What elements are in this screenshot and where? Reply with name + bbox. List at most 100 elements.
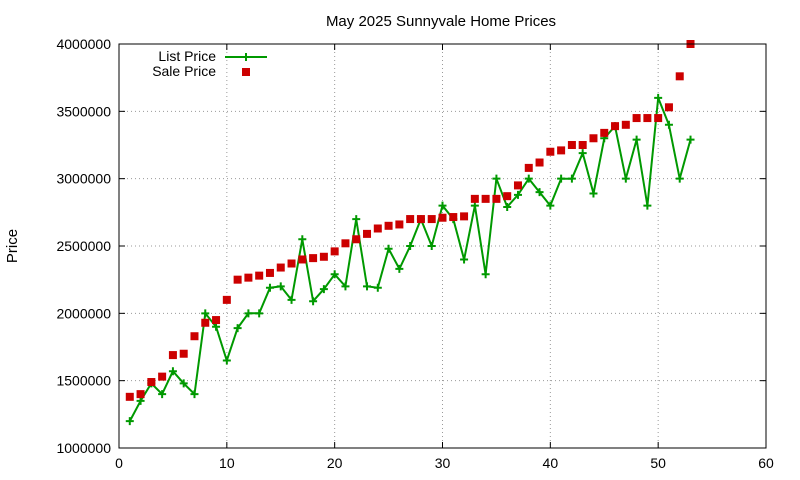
series-layer	[125, 40, 695, 426]
sale-price-point	[535, 158, 544, 167]
sale-price-point	[427, 215, 436, 224]
list-price-point	[190, 390, 199, 399]
sale-price-point	[373, 224, 382, 233]
sale-price-point	[600, 128, 609, 137]
sale-price-point	[611, 122, 620, 131]
list-price-point	[168, 367, 177, 376]
list-price-point	[298, 235, 307, 244]
list-price-point	[470, 201, 479, 210]
list-price-point	[406, 242, 415, 250]
list-price-point	[384, 244, 393, 253]
sale-price-point	[524, 163, 533, 172]
x-tick-label: 30	[435, 455, 451, 471]
list-price-point	[546, 201, 555, 210]
list-price-point	[363, 282, 372, 291]
list-price-point	[643, 201, 652, 210]
sale-price-point	[503, 192, 512, 201]
list-price-point	[578, 149, 587, 158]
y-tick-label: 1000000	[56, 440, 111, 456]
list-price-point	[438, 201, 447, 210]
list-price-point	[373, 283, 382, 292]
sale-price-point	[643, 114, 652, 123]
y-tick-label: 1500000	[56, 373, 111, 389]
sale-price-point	[664, 103, 673, 112]
list-price-point	[686, 135, 695, 144]
sale-price-point	[675, 72, 684, 81]
list-price-point	[319, 285, 328, 294]
sale-price-point	[460, 212, 469, 221]
sale-price-point	[158, 372, 167, 381]
legend-label-sale-price: Sale Price	[152, 63, 216, 79]
sale-price-point	[621, 120, 630, 129]
sale-price-point	[201, 318, 210, 327]
sale-price-point	[276, 263, 285, 272]
ticks-layer: 0 10 20 30 40 50 60 1000000 1500000 2000000 250000…	[56, 36, 774, 471]
list-price-point	[664, 120, 673, 129]
sale-price-point	[168, 351, 177, 360]
list-price-point	[255, 309, 264, 318]
sale-price-point	[438, 213, 447, 222]
list-price-point	[535, 188, 544, 197]
list-price-point	[632, 135, 641, 144]
x-tick-label: 60	[758, 455, 774, 471]
sale-price-point	[384, 221, 393, 230]
sale-price-point	[449, 213, 458, 222]
sale-price-point	[546, 147, 555, 156]
chart-title: May 2025 Sunnyvale Home Prices	[326, 13, 556, 30]
legend-marker-sale-price	[242, 68, 250, 76]
list-price-point	[265, 283, 274, 292]
list-price-point	[675, 174, 684, 183]
list-price-line	[128, 97, 692, 422]
list-price-point	[222, 356, 231, 365]
y-tick-label: 2000000	[56, 305, 111, 321]
list-price-point	[287, 295, 296, 304]
list-price-point	[136, 396, 145, 405]
list-price-point	[460, 255, 469, 264]
sale-price-point	[244, 273, 253, 282]
list-price-point	[125, 417, 134, 426]
sale-price-point	[513, 181, 522, 190]
sale-price-point	[578, 141, 587, 149]
y-tick-label: 3500000	[56, 103, 111, 119]
sale-price-point	[179, 349, 188, 358]
sale-price-point	[287, 259, 296, 268]
y-axis-label: Price	[4, 229, 21, 263]
x-tick-label: 0	[115, 455, 123, 471]
x-tick-label: 50	[650, 455, 666, 471]
list-price-point	[179, 379, 188, 388]
list-price-point	[513, 190, 522, 199]
sale-price-point	[363, 229, 372, 238]
sale-price-point	[557, 146, 566, 155]
list-price-point	[276, 282, 285, 291]
sale-price-point	[309, 254, 318, 263]
list-price-point	[201, 309, 210, 318]
sale-price-point	[212, 316, 221, 325]
list-price-point	[244, 309, 253, 318]
grid-layer	[119, 44, 766, 448]
list-price-point	[481, 270, 490, 279]
sale-price-point	[416, 215, 425, 224]
list-price-point	[309, 297, 318, 306]
sale-price-point	[654, 114, 663, 123]
sale-price-point	[492, 194, 501, 203]
list-price-point	[567, 174, 576, 183]
x-tick-label: 10	[219, 455, 235, 471]
sale-price-point	[330, 247, 339, 256]
sale-price-point	[233, 275, 242, 284]
list-price-point	[654, 93, 663, 102]
list-price-point	[395, 264, 404, 273]
list-price-point	[492, 174, 501, 183]
list-price-point	[427, 242, 436, 250]
list-price-point	[158, 390, 167, 399]
sale-price-point	[481, 194, 490, 203]
list-price-point	[330, 270, 339, 279]
sale-price-point	[352, 235, 361, 244]
legend-label-list-price: List Price	[158, 48, 216, 64]
list-price-point	[557, 174, 566, 183]
sale-price-point	[125, 392, 134, 401]
sale-price-point	[341, 239, 350, 248]
sale-price-point	[319, 252, 328, 261]
list-price-point	[233, 324, 242, 333]
legend: List Price Sale Price	[152, 48, 267, 79]
sale-price-point	[255, 271, 264, 280]
